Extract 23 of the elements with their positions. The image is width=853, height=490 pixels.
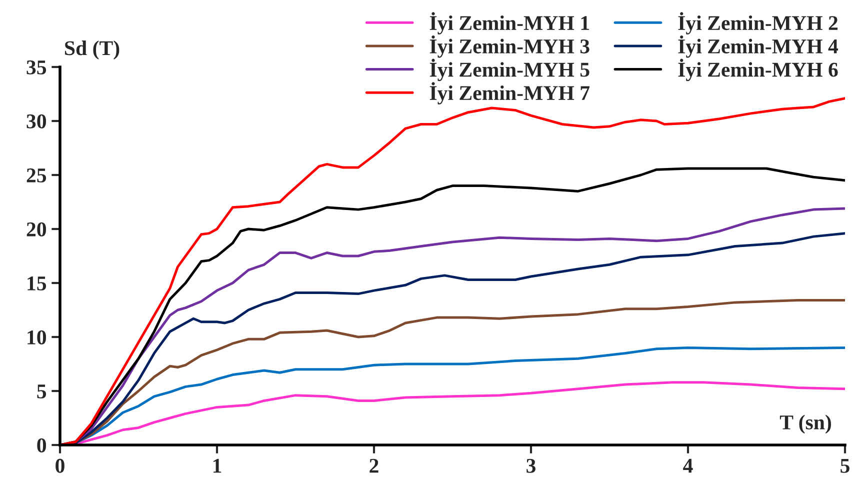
x-axis-title: T (sn): [780, 414, 831, 434]
legend-label: İyi Zemin-MYH 1: [430, 12, 589, 34]
x-tick-label: 0: [56, 458, 64, 473]
y-tick-label: 15: [28, 276, 46, 290]
x-tick-label: 3: [526, 458, 536, 473]
legend-label: İyi Zemin-MYH 7: [430, 82, 590, 104]
x-tick-label: 4: [683, 458, 693, 473]
x-tick-label: 1: [213, 458, 222, 473]
y-tick-label: 10: [28, 330, 46, 344]
x-tick-label: 5: [840, 459, 850, 473]
legend-label: İyi Zemin-MYH 3: [430, 35, 590, 58]
legend-label: İyi Zemin-MYH 4: [678, 35, 838, 58]
y-axis-title: Sd (T): [65, 40, 120, 60]
y-tick-label: 5: [37, 384, 46, 398]
y-tick-label: 0: [37, 438, 46, 452]
y-tick-label: 30: [26, 114, 46, 128]
legend-label: İyi Zemin-MYH 5: [430, 58, 590, 82]
legend-label: İyi Zemin-MYH 6: [678, 58, 838, 82]
x-tick-label: 2: [370, 458, 378, 473]
y-tick-label: 25: [26, 168, 46, 182]
legend-label: İyi Zemin-MYH 2: [678, 12, 838, 34]
y-tick-label: 20: [26, 222, 46, 236]
y-tick-label: 35: [26, 60, 46, 74]
